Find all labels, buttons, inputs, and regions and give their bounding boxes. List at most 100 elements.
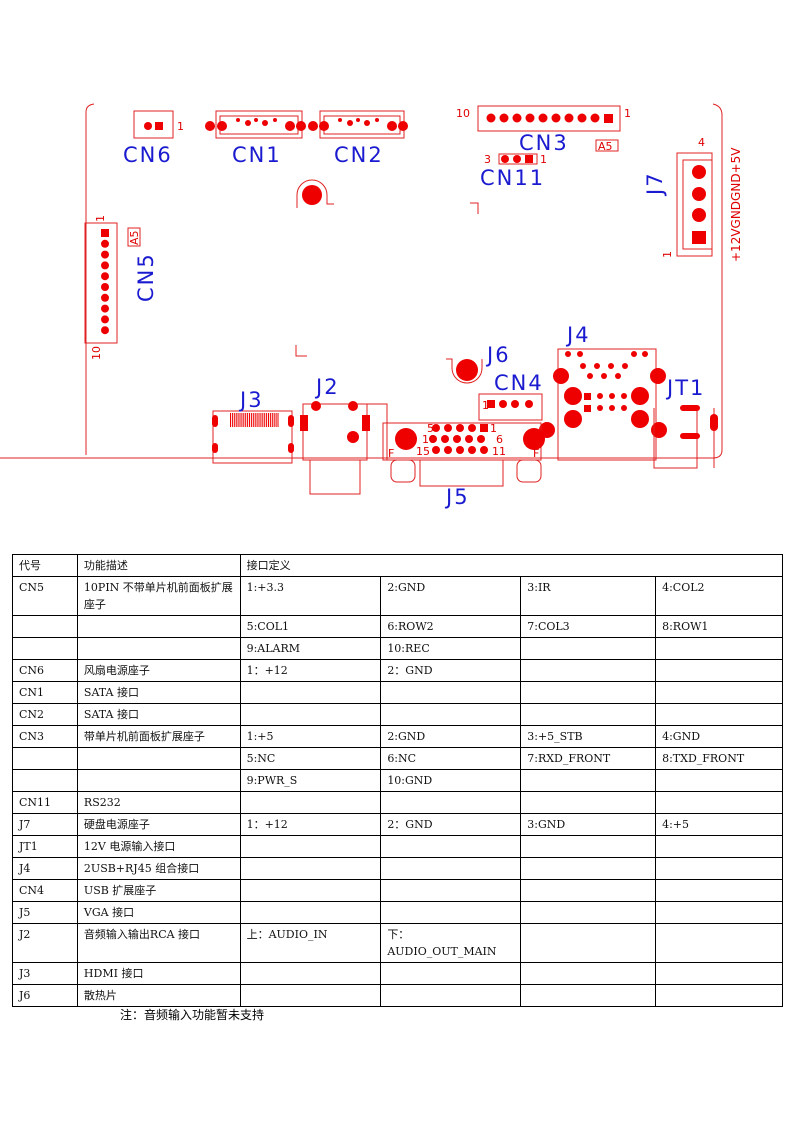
cell-code: CN11 — [12, 791, 78, 814]
j4-label: J4 — [565, 323, 591, 347]
corner-mark — [470, 202, 479, 214]
cell-pin: 2:GND — [380, 725, 522, 748]
cell-pin — [239, 703, 382, 726]
cell-pin: 1:+3.3 — [239, 576, 382, 616]
pin-label: 10 — [422, 433, 436, 446]
cell-pin — [380, 879, 522, 902]
cell-pin — [655, 857, 783, 880]
hdmi-pin — [230, 413, 231, 427]
cell-code — [12, 615, 78, 638]
pad — [101, 272, 109, 281]
j7-pinout-label: +12VGNDGND+5V — [729, 147, 743, 262]
hdmi-pin — [256, 413, 258, 427]
pin-label: 11 — [492, 445, 506, 458]
table-row: J5 VGA 接口 — [12, 901, 783, 924]
header-function: 功能描述 — [76, 554, 241, 577]
pad — [525, 113, 535, 123]
cell-pin — [655, 769, 783, 792]
hdmi-pin — [252, 413, 254, 427]
cell-code: J7 — [12, 813, 78, 836]
cell-pin — [520, 637, 657, 660]
mark-label: A5 — [128, 230, 141, 245]
hdmi-pin — [269, 413, 271, 427]
cell-pin — [520, 681, 657, 704]
cell-pin — [380, 835, 522, 858]
cell-pin — [655, 791, 783, 814]
cell-pin — [655, 681, 783, 704]
pad — [101, 239, 109, 248]
cell-pin: 2：GND — [380, 813, 522, 836]
cell-pin: 3:GND — [520, 813, 657, 836]
hdmi-pin — [268, 413, 269, 427]
hdmi-pin — [264, 413, 266, 427]
hdmi-pin — [277, 413, 279, 427]
mount-hole-outline — [296, 179, 334, 208]
hdmi-pin — [231, 413, 233, 427]
jt1-label: JT1 — [665, 376, 705, 400]
pad — [101, 293, 109, 302]
pad — [538, 113, 548, 123]
cell-pin — [520, 962, 657, 985]
pad-square — [480, 424, 488, 432]
pad-square — [101, 229, 109, 237]
header-code: 代号 — [12, 554, 78, 577]
pad — [564, 113, 574, 123]
j3-connector: J3 — [212, 388, 294, 464]
cell-pin — [239, 901, 382, 924]
pin-label: 1 — [661, 251, 674, 258]
j3-label: J3 — [238, 388, 264, 412]
table-row: J6 散热片 — [12, 984, 783, 1007]
cell-code: CN2 — [12, 703, 78, 726]
cn3-label: CN3 — [519, 131, 569, 155]
hdmi-pin — [275, 413, 277, 427]
pad — [432, 446, 440, 454]
pad — [468, 446, 476, 454]
pad — [101, 250, 109, 259]
hdmi-pin — [262, 413, 264, 427]
cell-pin — [520, 703, 657, 726]
j6-heatsink: J6 — [446, 343, 509, 384]
table-row: CN3 带单片机前面板扩展座子 1:+5 2:GND 3:+5_STB 4:GND — [12, 725, 783, 748]
pad — [486, 113, 496, 123]
pin-label: 6 — [496, 433, 503, 446]
cell-pin — [380, 984, 522, 1007]
pad — [101, 326, 109, 335]
pin-label: 1 — [94, 215, 107, 222]
hdmi-pin — [233, 413, 235, 427]
cell-pin — [655, 923, 783, 963]
pin-label: 5 — [427, 422, 434, 435]
cell-function: SATA 接口 — [76, 681, 241, 704]
corner-mark — [295, 345, 307, 357]
cell-pin: 10:REC — [380, 637, 522, 660]
pad — [101, 304, 109, 313]
cell-pin — [520, 923, 657, 963]
cell-pin: 2:GND — [380, 576, 522, 616]
cell-function: RS232 — [76, 791, 241, 814]
cell-code — [12, 637, 78, 660]
cell-pin — [520, 901, 657, 924]
cell-pin — [655, 703, 783, 726]
pad — [441, 435, 449, 443]
hdmi-pin — [260, 413, 262, 427]
cn2-label: CN2 — [334, 143, 384, 167]
cell-pin — [239, 962, 382, 985]
cell-function: 12V 电源输入接口 — [76, 835, 241, 858]
cell-function: 硬盘电源座子 — [76, 813, 241, 836]
hdmi-pin — [245, 413, 247, 427]
hdmi-pin — [247, 413, 249, 427]
cell-function: 2USB+RJ45 组合接口 — [76, 857, 241, 880]
mount-pad — [302, 185, 322, 205]
j4-connector: J4 — [539, 323, 667, 461]
cell-pin — [239, 984, 382, 1007]
cell-pin — [655, 835, 783, 858]
cn6-connector: 1 CN6 — [123, 110, 184, 167]
cell-pin — [655, 879, 783, 902]
cell-function: SATA 接口 — [76, 703, 241, 726]
hdmi-pin — [249, 413, 250, 427]
cn4-connector: 1 CN4 — [478, 371, 543, 421]
pin-label: 1 — [624, 107, 631, 120]
cell-code: J4 — [12, 857, 78, 880]
cell-pin — [380, 791, 522, 814]
pin-label: 1 — [482, 399, 489, 412]
cell-pin: 9:ALARM — [239, 637, 382, 660]
